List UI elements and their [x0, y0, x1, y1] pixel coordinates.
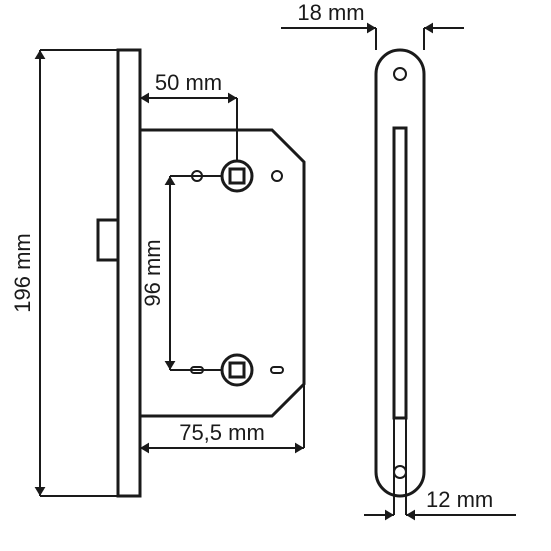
latch-bolt [98, 220, 118, 260]
dimension-label: 12 mm [426, 487, 493, 512]
spindle-top-outer [222, 161, 252, 191]
dimension-label: 96 mm [140, 239, 165, 306]
dimension-label: 75,5 mm [179, 420, 265, 445]
dimension-label: 18 mm [297, 0, 364, 25]
spindle-bot-outer [222, 355, 252, 385]
spindle-bot-square [230, 363, 244, 377]
screw-hole [394, 466, 406, 478]
strike-inner [394, 128, 406, 418]
strike-plate [376, 50, 424, 496]
faceplate [118, 50, 140, 496]
screw-hole [272, 171, 282, 181]
dimension-label: 196 mm [10, 233, 35, 312]
slot-hole [271, 367, 283, 373]
spindle-top-square [230, 169, 244, 183]
dimension-label: 50 mm [155, 70, 222, 95]
screw-hole [394, 68, 406, 80]
